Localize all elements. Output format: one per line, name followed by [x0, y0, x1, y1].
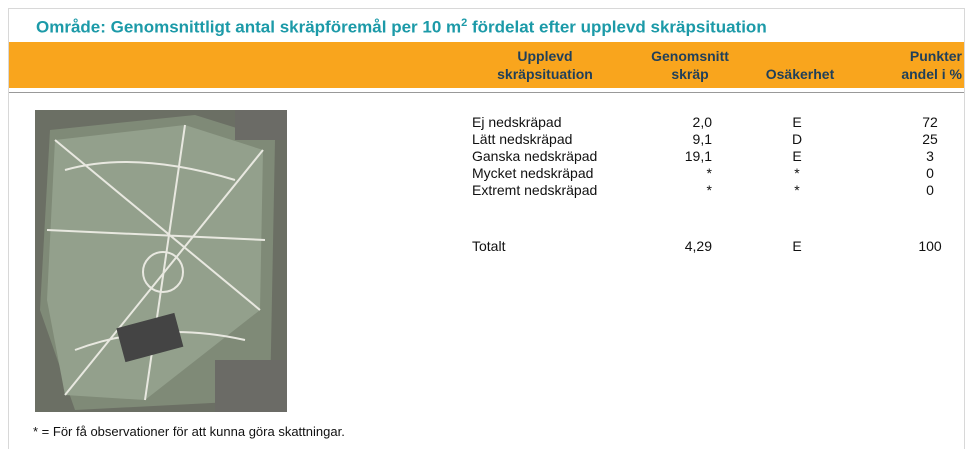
table-cell: 2,0	[572, 114, 712, 131]
column-header: andel i %	[802, 65, 962, 83]
footnote: * = För få observationer för att kunna g…	[33, 424, 345, 439]
aerial-photo	[35, 110, 287, 412]
table-cell: 9,1	[572, 131, 712, 148]
page: Område: Genomsnittligt antal skräpföremå…	[0, 0, 969, 454]
table-cell: 3	[860, 148, 969, 165]
table-cell: *	[727, 165, 867, 182]
table-cell: 19,1	[572, 148, 712, 165]
table-cell: D	[727, 131, 867, 148]
total-cell: E	[727, 238, 867, 255]
title-text: Område: Genomsnittligt antal skräpföremå…	[36, 18, 461, 37]
total-cell: 4,29	[572, 238, 712, 255]
title-superscript: 2	[461, 17, 467, 29]
table-cell: 25	[860, 131, 969, 148]
table-cell: *	[572, 182, 712, 199]
column-header: skräpsituation	[465, 65, 625, 83]
table-cell: *	[572, 165, 712, 182]
table-cell: 72	[860, 114, 969, 131]
table-cell: E	[727, 114, 867, 131]
title-text-end: fördelat efter upplevd skräpsituation	[472, 18, 767, 37]
column-header: Punkter	[802, 47, 962, 65]
total-cell: 100	[860, 238, 969, 255]
header-rule	[9, 92, 964, 93]
table-cell: 0	[860, 182, 969, 199]
table-cell: E	[727, 148, 867, 165]
column-header: Upplevd	[465, 47, 625, 65]
table-cell: *	[727, 182, 867, 199]
table-cell: 0	[860, 165, 969, 182]
column-header: Genomsnitt	[610, 47, 770, 65]
title: Område: Genomsnittligt antal skräpföremå…	[36, 17, 767, 38]
